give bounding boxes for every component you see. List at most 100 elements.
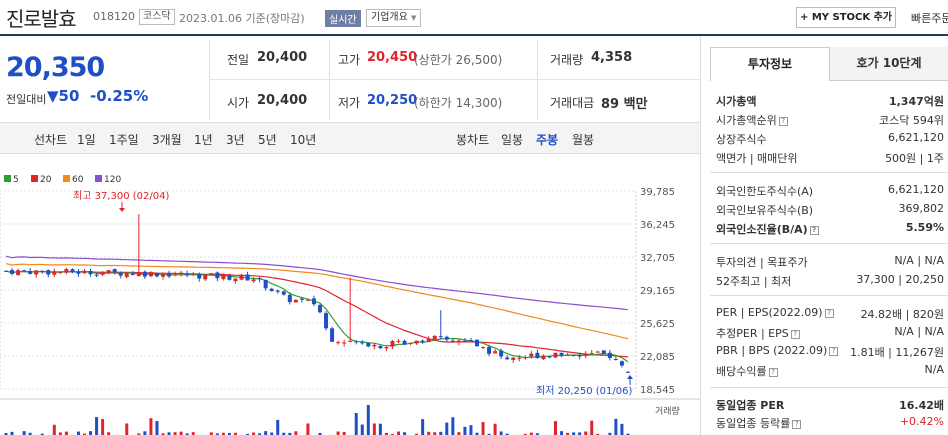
- candle-body: [432, 335, 437, 340]
- candle-body: [613, 359, 618, 361]
- volume-bar: [415, 433, 419, 435]
- period-3y[interactable]: 3년: [226, 133, 245, 147]
- volume-bar: [487, 433, 491, 435]
- period-1w[interactable]: 1주일: [109, 133, 139, 147]
- panel-separator: [710, 387, 948, 388]
- candle-body: [547, 356, 552, 358]
- volume-bar: [421, 419, 425, 435]
- plot-frame: [0, 190, 637, 390]
- volume-bar: [390, 433, 394, 435]
- candle-body: [185, 273, 190, 276]
- info-value: 6,621,120: [888, 131, 944, 144]
- tab-invest-info[interactable]: 투자정보: [710, 47, 830, 81]
- info-label: 외국인보유주식수(B): [716, 204, 814, 217]
- candle-body: [4, 270, 8, 272]
- candle-body: [88, 271, 93, 275]
- candle-body: [426, 338, 431, 342]
- quick-order-link[interactable]: 빠른주문: [911, 12, 948, 25]
- divider: [329, 40, 330, 120]
- info-value: N/A: [924, 363, 944, 376]
- info-label: 액면가 | 매매단위: [716, 152, 798, 165]
- volume-bar: [137, 433, 141, 435]
- candle-body: [529, 353, 534, 357]
- help-icon[interactable]: ?: [809, 226, 819, 235]
- company-info-button[interactable]: 기업개요 ▼: [366, 9, 422, 27]
- candle-body: [251, 279, 256, 282]
- candle-body: [354, 341, 359, 343]
- help-icon[interactable]: ?: [824, 309, 834, 318]
- candle-body: [311, 298, 316, 305]
- volume-bar: [366, 405, 370, 435]
- volume-bar: [354, 413, 358, 435]
- candle-body: [360, 342, 365, 344]
- company-info-label: 기업개요: [371, 12, 408, 23]
- volume-bar: [590, 420, 594, 435]
- candle-body: [287, 294, 292, 303]
- candle-chart-label: 봉차트: [456, 133, 490, 147]
- volume-bar: [149, 418, 153, 435]
- candle-daily[interactable]: 일봉: [501, 133, 524, 147]
- divider: [209, 79, 700, 80]
- stock-code: 018120: [93, 10, 135, 23]
- amount-value: 89 백만: [601, 97, 648, 112]
- price-chart[interactable]: 39,785 36,245 32,705 29,165 25,625 22,085 18,5…: [0, 155, 700, 435]
- y-tick-label: 32,705: [640, 253, 675, 264]
- y-tick-label: 36,245: [640, 220, 675, 231]
- tab-orderbook[interactable]: 호가 10단계: [830, 47, 948, 81]
- volume-bar: [342, 431, 346, 435]
- info-value: 16.42배: [899, 399, 944, 412]
- quote-date: 2023.01.06 기준(장마감): [179, 12, 305, 25]
- live-badge[interactable]: 실시간: [325, 10, 361, 27]
- volume-bar: [155, 420, 159, 435]
- candle-body: [456, 340, 461, 343]
- volume-bar: [596, 433, 600, 435]
- volume-bar: [445, 422, 449, 435]
- info-label: 추정PER | EPS?: [716, 325, 800, 341]
- add-mystock-button[interactable]: + MY STOCK 추가: [796, 7, 896, 28]
- candle-body: [34, 270, 39, 275]
- volume-bar: [246, 433, 250, 435]
- ma5-line: [5, 270, 629, 363]
- period-10y[interactable]: 10년: [290, 133, 317, 147]
- chevron-down-icon: ▼: [411, 14, 417, 22]
- volume-bar: [572, 432, 576, 435]
- period-1y[interactable]: 1년: [194, 133, 213, 147]
- candle-body: [450, 340, 455, 342]
- candle-body: [16, 270, 21, 276]
- info-label: 동일업종 등락률?: [716, 415, 802, 431]
- low-label: 저가: [338, 96, 361, 110]
- candle-body: [571, 354, 576, 356]
- period-5y[interactable]: 5년: [258, 133, 277, 147]
- candle-body: [462, 340, 467, 342]
- help-icon[interactable]: ?: [768, 368, 778, 377]
- candle-body: [553, 352, 558, 358]
- candle-body: [82, 270, 87, 274]
- candle-body: [318, 305, 322, 313]
- info-label: 배당수익률?: [716, 363, 778, 379]
- help-icon[interactable]: ?: [778, 117, 788, 126]
- legend-ma120: 120: [95, 175, 121, 185]
- market-badge: 코스닥: [139, 9, 175, 25]
- price-change-rate: -0.25%: [90, 87, 149, 105]
- help-icon[interactable]: ?: [792, 420, 802, 429]
- candle-body: [396, 340, 401, 342]
- help-icon[interactable]: ?: [790, 330, 800, 339]
- low-value: 20,250: [367, 93, 418, 108]
- candle-body: [281, 291, 286, 295]
- help-icon[interactable]: ?: [829, 347, 839, 356]
- volume-bar: [451, 417, 455, 435]
- divider: [209, 40, 210, 120]
- candle-weekly[interactable]: 주봉: [536, 133, 559, 147]
- volume-bar: [457, 432, 461, 435]
- period-1d[interactable]: 1일: [77, 133, 96, 147]
- info-label: 동일업종 PER: [716, 399, 785, 412]
- candle-body: [511, 357, 516, 360]
- volume-bar: [252, 432, 256, 435]
- candle-body: [481, 347, 486, 349]
- low-arrowhead-icon: [627, 375, 633, 379]
- candle-monthly[interactable]: 월봉: [572, 133, 595, 147]
- volume-bar: [336, 431, 340, 435]
- candle-body: [227, 275, 232, 280]
- period-3m[interactable]: 3개월: [152, 133, 182, 147]
- candle-body: [76, 271, 81, 274]
